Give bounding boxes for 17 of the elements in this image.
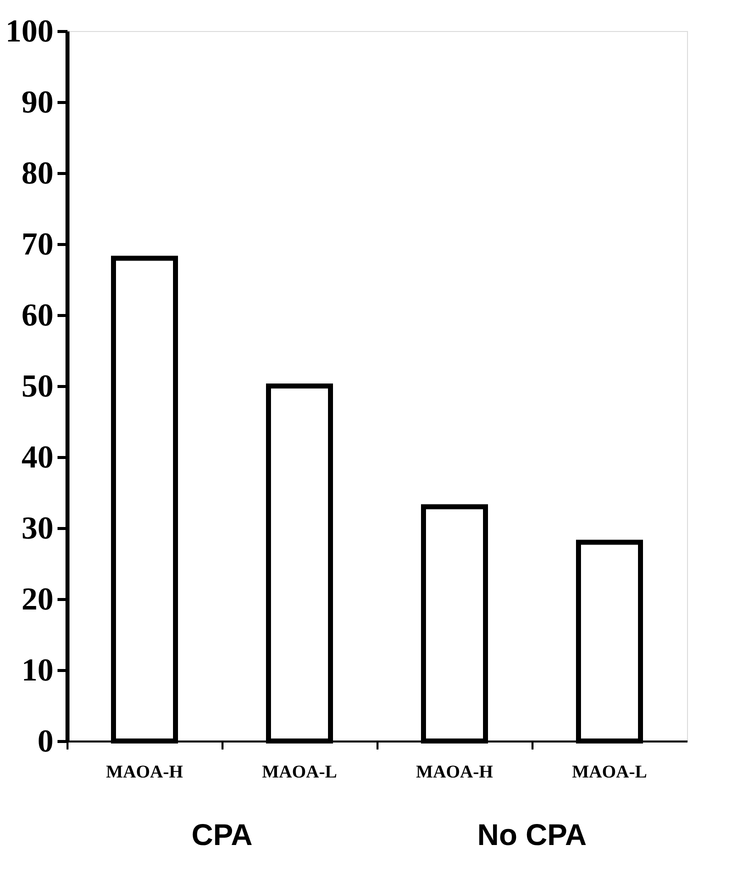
x-tick-label: MAOA-H bbox=[106, 762, 183, 782]
x-tick-label: MAOA-L bbox=[262, 762, 337, 782]
y-tick-label: 60 bbox=[22, 296, 54, 332]
x-tick-label: MAOA-H bbox=[416, 762, 493, 782]
text: CPA bbox=[191, 819, 253, 852]
text: No CPA bbox=[477, 819, 587, 852]
x-tick-label: MAOA-L bbox=[572, 762, 647, 782]
y-tick-label: 90 bbox=[22, 84, 54, 120]
y-tick-label: 40 bbox=[22, 438, 54, 474]
y-tick-label: 0 bbox=[38, 722, 54, 758]
y-tick-label: 100 bbox=[6, 12, 54, 48]
y-tick-label: 30 bbox=[22, 510, 54, 546]
y-tick-label: 80 bbox=[22, 154, 54, 190]
y-tick-label: 20 bbox=[22, 580, 54, 616]
y-tick-label: 70 bbox=[22, 226, 54, 262]
y-tick-label: 10 bbox=[22, 652, 54, 688]
y-tick-label: 50 bbox=[22, 368, 54, 404]
